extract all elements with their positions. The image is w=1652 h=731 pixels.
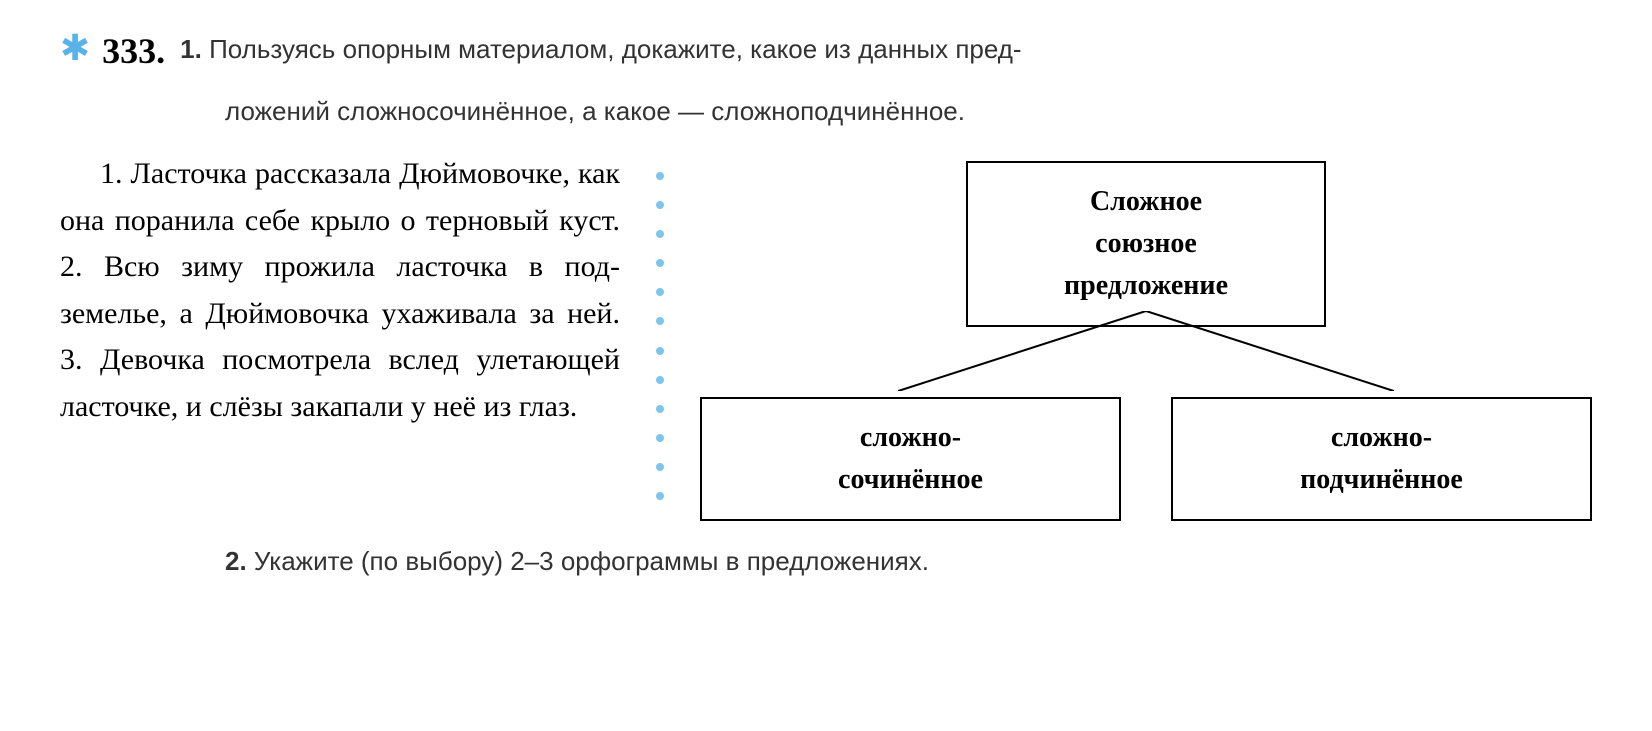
asterisk-icon: ✱ <box>60 30 90 66</box>
exercise-number: 333. <box>102 30 165 72</box>
dotted-divider <box>650 151 670 521</box>
divider-dot <box>656 376 664 384</box>
footer-instruction: 2. Укажите (по выбору) 2–3 орфограммы в … <box>225 546 1592 577</box>
divider-dot <box>656 434 664 442</box>
footer-instruction-text: Укажите (по выбору) 2–3 орфограммы в пре… <box>254 546 929 576</box>
divider-dot <box>656 492 664 500</box>
diagram-top-box: Сложное союзное предложение <box>966 161 1326 327</box>
body-paragraph: 1. Ласточка рассказала Дюй­мовочке, как … <box>60 151 620 430</box>
instruction-line2: ложений сложносочинённое, а какое — слож… <box>225 92 1592 131</box>
diagram-bl-line1: сложно- <box>732 417 1089 459</box>
sub-number-2: 2. <box>225 546 247 576</box>
divider-dot <box>656 201 664 209</box>
diagram-br-line2: подчинённое <box>1203 459 1560 501</box>
content-row: 1. Ласточка рассказала Дюй­мовочке, как … <box>60 151 1592 521</box>
divider-dot <box>656 288 664 296</box>
diagram-column: Сложное союзное предложение сложно- сочи… <box>700 151 1592 521</box>
diagram-bottom-right-box: сложно- подчинённое <box>1171 397 1592 521</box>
header-row: ✱ 333. 1. Пользуясь опорным материалом, … <box>60 30 1592 72</box>
diagram-bottom-row: сложно- сочинённое сложно- подчинённое <box>700 397 1592 521</box>
divider-dot <box>656 405 664 413</box>
divider-dot <box>656 259 664 267</box>
diagram-br-line1: сложно- <box>1203 417 1560 459</box>
divider-dot <box>656 230 664 238</box>
divider-dot <box>656 347 664 355</box>
diagram-bottom-left-box: сложно- сочинённое <box>700 397 1121 521</box>
divider-dot <box>656 463 664 471</box>
diagram-bl-line2: сочинённое <box>732 459 1089 501</box>
diagram-top-line1: Сложное <box>998 181 1294 223</box>
text-column: 1. Ласточка рассказала Дюй­мовочке, как … <box>60 151 620 430</box>
divider-dot <box>656 317 664 325</box>
sub-number-1: 1. <box>180 34 202 64</box>
diagram-top-line2: союзное <box>998 223 1294 265</box>
instruction-line1: 1. Пользуясь опорным материалом, докажит… <box>180 30 1021 69</box>
divider-dot <box>656 172 664 180</box>
diagram-top-line3: предложение <box>998 265 1294 307</box>
instruction-text-1: Пользуясь опорным материалом, докажите, … <box>209 34 1022 64</box>
